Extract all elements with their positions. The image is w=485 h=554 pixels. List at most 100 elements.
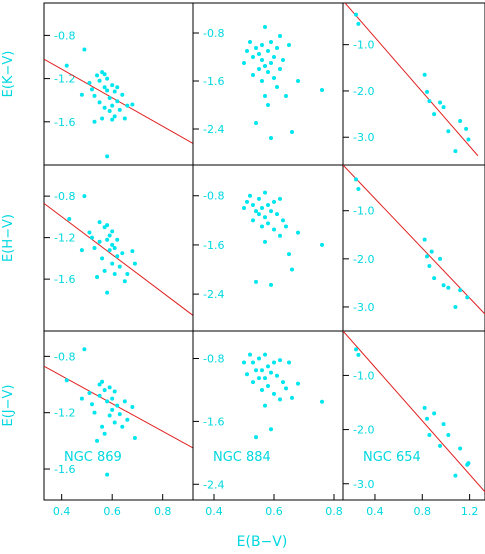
data-point (260, 224, 264, 229)
data-point (105, 237, 110, 242)
data-point (432, 276, 437, 281)
data-point (453, 304, 458, 309)
data-point (100, 256, 105, 261)
data-point (290, 130, 294, 134)
data-point (254, 279, 258, 284)
data-point (441, 422, 446, 427)
data-point (97, 393, 102, 398)
data-point (115, 85, 120, 90)
data-point (95, 275, 100, 280)
data-point (441, 283, 446, 288)
data-point (284, 94, 288, 98)
data-point (257, 67, 261, 71)
data-point (446, 433, 451, 437)
data-point (112, 420, 117, 425)
data-point (320, 88, 324, 92)
x-tick-label: 0.4 (53, 505, 71, 518)
data-point (425, 254, 430, 259)
data-point (107, 96, 112, 101)
data-point (248, 40, 252, 44)
data-point (64, 378, 69, 383)
x-axis-label: E(B−V) (237, 534, 288, 550)
data-point (110, 261, 115, 266)
data-point (110, 396, 115, 401)
data-point (130, 249, 135, 254)
data-point (120, 92, 125, 97)
data-point (269, 40, 273, 44)
data-point (112, 246, 117, 250)
data-point (89, 87, 94, 92)
data-point (112, 389, 117, 394)
data-point (130, 405, 135, 410)
data-point (266, 364, 270, 369)
data-point (105, 88, 110, 93)
data-point (251, 55, 255, 59)
data-point (275, 212, 279, 217)
data-point (92, 410, 97, 415)
data-point (438, 100, 443, 105)
data-point (125, 417, 130, 422)
y-tick-label: -0.8 (203, 190, 224, 203)
data-point (269, 209, 273, 214)
data-point (97, 239, 102, 244)
data-point (269, 370, 273, 375)
data-point (260, 58, 264, 62)
data-point (79, 396, 84, 401)
cluster-label: NGC 654 (363, 450, 421, 465)
data-point (296, 79, 300, 83)
panel: -0.8 -1.6 -2.4 (192, 2, 344, 166)
x-tick-label: 0.4 (366, 505, 384, 518)
data-point (320, 242, 324, 247)
x-tick-label: 0.8 (325, 505, 343, 518)
data-point (97, 78, 102, 83)
data-point (260, 79, 264, 83)
data-point (117, 264, 122, 269)
data-point (287, 43, 291, 47)
data-point (257, 212, 261, 217)
data-point (432, 112, 437, 117)
data-point (254, 209, 258, 214)
x-tick-label: 0.4 (205, 505, 223, 518)
data-point (89, 402, 94, 407)
panel-frame (342, 330, 485, 501)
y-tick-label: -1.0 (353, 369, 374, 382)
data-point (453, 149, 458, 154)
x-tick-label: 0.8 (414, 505, 432, 518)
data-point (425, 89, 430, 94)
data-point (95, 73, 100, 78)
panel: -0.8 -1.2 -1.6 E(K−V) (1, 2, 194, 166)
data-point (105, 76, 110, 81)
data-point (254, 368, 258, 373)
y-tick-label: -0.8 (54, 29, 75, 42)
data-point (115, 99, 120, 104)
fit-line (344, 3, 479, 157)
data-point (446, 285, 451, 290)
data-point (117, 412, 122, 417)
y-tick-label: -2.4 (203, 288, 224, 301)
y-tick-label: -1.2 (54, 232, 75, 245)
data-point (296, 230, 300, 235)
y-tick-label: -1.6 (203, 75, 224, 88)
data-point (257, 376, 261, 381)
data-point (438, 443, 443, 448)
data-point (245, 372, 249, 377)
data-point (266, 221, 270, 226)
data-point (446, 129, 451, 134)
data-point (275, 85, 279, 89)
panel-grid: -0.8 -1.2 -1.6 E(K−V) -0.8 -1.6 -2.4 -1.0 -2.0 -3… (1, 2, 485, 518)
data-point (432, 411, 437, 416)
data-point (263, 239, 267, 244)
data-point (263, 215, 267, 220)
data-point (120, 251, 125, 256)
data-point (110, 229, 115, 234)
data-point (122, 116, 127, 121)
data-point (105, 472, 110, 477)
y-axis-label: E(K−V) (1, 51, 16, 98)
data-point (260, 43, 264, 47)
data-point (242, 360, 246, 365)
data-point (272, 199, 276, 204)
data-point (107, 248, 112, 253)
data-point (466, 137, 471, 142)
data-point (263, 94, 267, 98)
data-point (257, 52, 261, 56)
